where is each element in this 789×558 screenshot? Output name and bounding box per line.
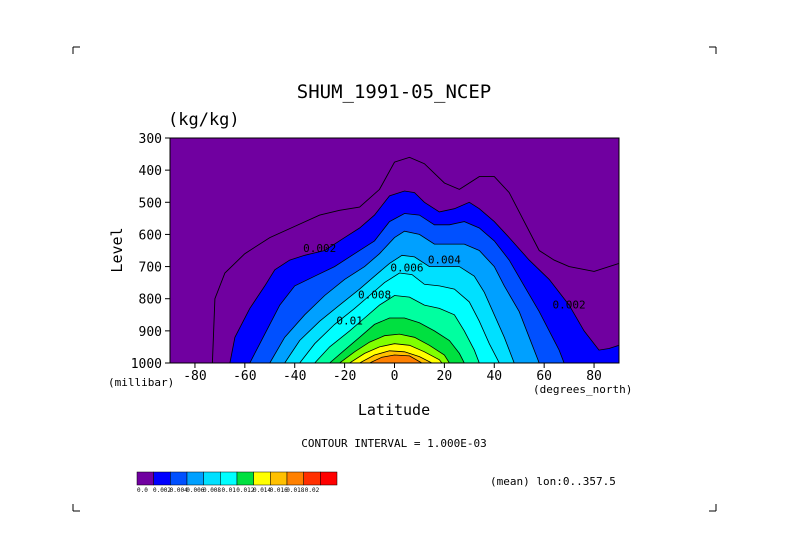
crop-marks — [72, 46, 717, 512]
colorbar-swatch-10 — [303, 471, 321, 486]
colorbar-label-1: 0.002 — [153, 487, 171, 494]
chart-title: SHUM_1991-05_NCEP — [297, 81, 491, 103]
colorbar-label-10: 0.02 — [305, 487, 320, 494]
y-unit-label: (millibar) — [108, 376, 174, 389]
x-tick-label-3: -20 — [333, 369, 356, 384]
filled-contours — [229, 190, 619, 363]
colorbar-swatch-3 — [186, 471, 204, 486]
contour-label-1: 0.004 — [428, 253, 461, 266]
y-tick-label-3: 600 — [139, 228, 162, 243]
x-axis-ticks: -80 -60 -40 -20 0 20 40 60 80 — [183, 363, 602, 384]
y-tick-label-0: 300 — [139, 132, 162, 147]
x-tick-label-1: -60 — [233, 369, 256, 384]
colorbar-label-6: 0.012 — [236, 487, 254, 494]
contour-label-4: 0.01 — [336, 314, 363, 327]
contour-label-2: 0.006 — [390, 261, 423, 274]
colorbar-swatch-2 — [170, 471, 188, 486]
contour-labels: 0.002 0.004 0.006 0.008 0.01 0.002 — [303, 242, 586, 327]
y-tick-label-6: 900 — [139, 325, 162, 340]
x-tick-label-8: 80 — [586, 369, 602, 384]
colorbar-label-5: 0.01 — [221, 487, 236, 494]
y-axis-label: Level — [108, 227, 126, 272]
x-tick-label-7: 60 — [536, 369, 552, 384]
contour-interval-text: CONTOUR INTERVAL = 1.000E-03 — [301, 437, 486, 450]
x-tick-label-5: 20 — [437, 369, 453, 384]
colorbar-swatch-8 — [270, 471, 288, 486]
units-label: (kg/kg) — [168, 110, 240, 130]
y-tick-label-4: 700 — [139, 261, 162, 276]
contour-field-10 — [369, 354, 423, 363]
contour-label-3: 0.008 — [358, 289, 391, 302]
colorbar-swatch-0 — [136, 471, 154, 486]
x-tick-label-2: -40 — [283, 369, 306, 384]
colorbar-label-9: 0.018 — [286, 487, 304, 494]
x-tick-label-0: -80 — [183, 369, 206, 384]
colorbar-label-4: 0.008 — [203, 487, 221, 494]
colorbar-swatch-4 — [203, 471, 221, 486]
colorbar-swatch-6 — [236, 471, 254, 486]
colorbar-swatch-11 — [320, 471, 338, 486]
colorbar-swatch-5 — [220, 471, 238, 486]
outer-contour-lines — [211, 156, 619, 363]
colorbar-label-0: 0.0 — [137, 487, 148, 494]
colorbar-label-3: 0.006 — [186, 487, 204, 494]
colorbar-swatch-7 — [253, 471, 271, 486]
contour-label-0: 0.002 — [303, 242, 336, 255]
colorbar-swatch-9 — [286, 471, 304, 486]
contour-label-5: 0.002 — [553, 298, 586, 311]
y-tick-label-5: 800 — [139, 293, 162, 308]
x-unit-label: (degrees_north) — [533, 383, 632, 396]
y-tick-label-1: 400 — [139, 164, 162, 179]
averaging-text: (mean) lon:0..357.5 — [490, 475, 616, 488]
y-axis-ticks: 300 400 500 600 700 800 900 1000 — [131, 132, 170, 372]
x-tick-label-4: 0 — [391, 369, 399, 384]
colorbar-label-7: 0.014 — [253, 487, 271, 494]
x-tick-label-6: 40 — [486, 369, 502, 384]
colorbar-label-8: 0.016 — [270, 487, 288, 494]
colorbar-label-2: 0.004 — [170, 487, 188, 494]
x-axis-label: Latitude — [358, 401, 430, 419]
outer-contour-0 — [211, 156, 619, 363]
y-tick-label-2: 500 — [139, 196, 162, 211]
y-tick-label-7: 1000 — [131, 357, 162, 372]
colorbar-swatch-1 — [153, 471, 171, 486]
